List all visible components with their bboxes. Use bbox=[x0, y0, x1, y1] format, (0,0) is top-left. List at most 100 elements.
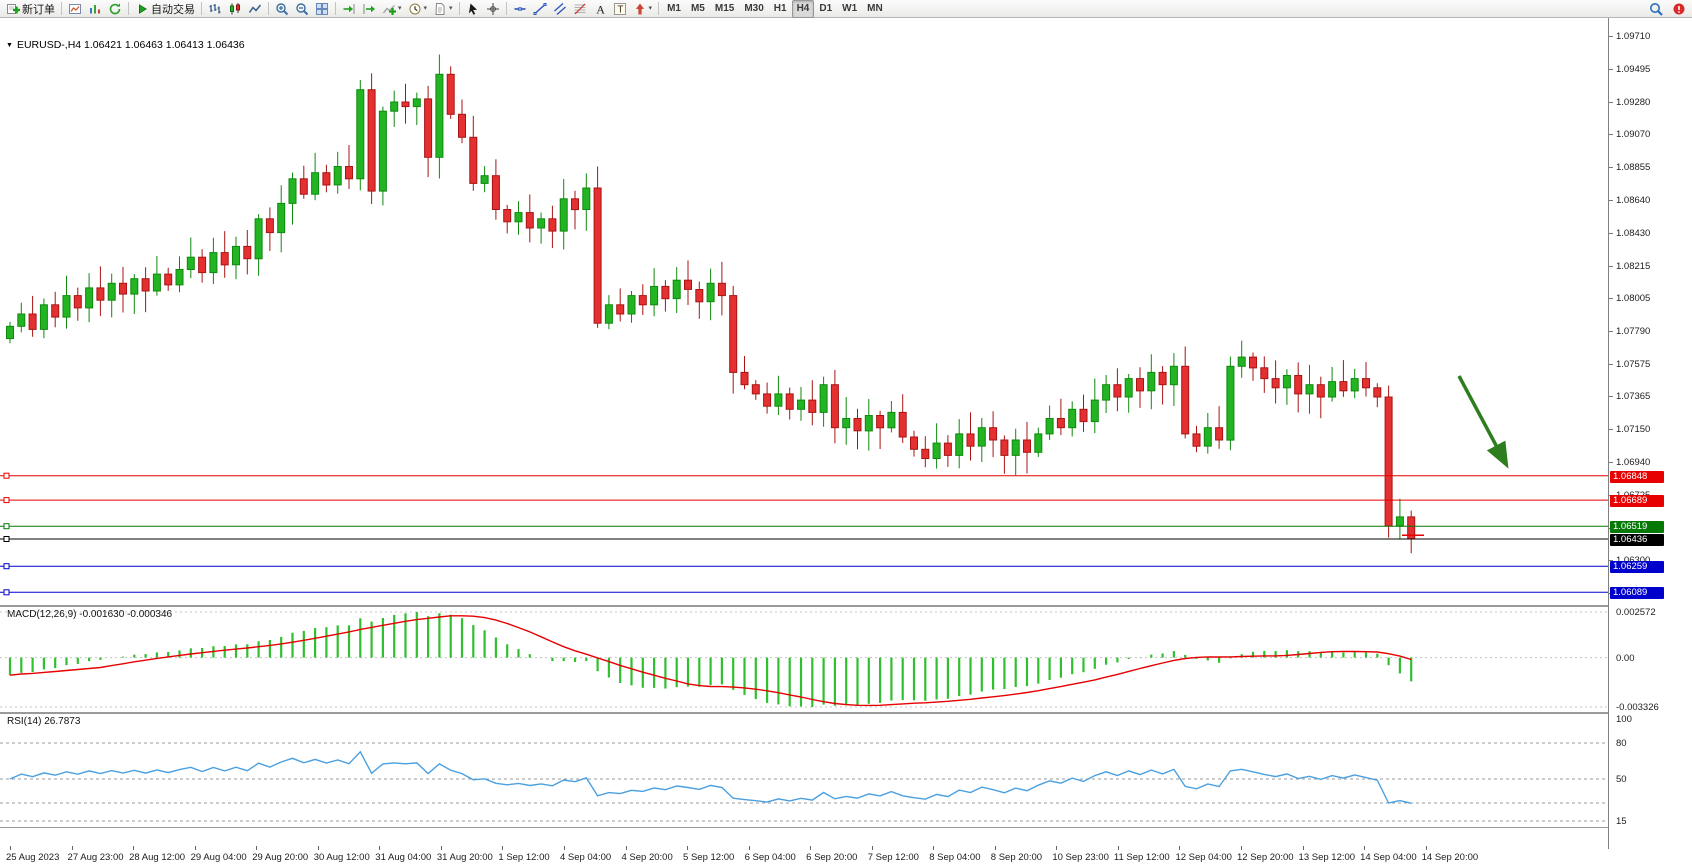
macd-grid bbox=[0, 611, 1608, 708]
trendline-button[interactable] bbox=[530, 0, 550, 18]
timeframe-m30[interactable]: M30 bbox=[744, 3, 764, 14]
time-axis-tick bbox=[1117, 846, 1119, 850]
fibonacci-icon bbox=[574, 3, 586, 14]
current-price-line[interactable] bbox=[0, 536, 1608, 542]
text-a-icon: A bbox=[596, 2, 605, 16]
timeframe-h4[interactable]: H4 bbox=[791, 0, 815, 18]
period-icon bbox=[409, 3, 421, 14]
caret-down-icon: ▾ bbox=[449, 4, 453, 12]
time-axis[interactable]: 25 Aug 2023 27 Aug 23:00 28 Aug 12:00 29 Au… bbox=[0, 846, 1608, 867]
templates-button[interactable]: ▾ bbox=[430, 0, 456, 18]
timeframe-mn[interactable]: MN bbox=[867, 3, 883, 14]
timeframe-w1[interactable]: W1 bbox=[842, 3, 858, 14]
support-line[interactable] bbox=[0, 563, 1608, 570]
text-button[interactable]: A bbox=[590, 0, 610, 18]
refresh-button[interactable] bbox=[105, 0, 125, 18]
time-axis-tick bbox=[71, 846, 73, 850]
chevron-down-icon[interactable]: ▼ bbox=[6, 41, 13, 49]
price-axis-tick bbox=[1609, 101, 1613, 103]
time-axis-tick bbox=[502, 846, 504, 850]
timeframe-m5[interactable]: M5 bbox=[690, 3, 705, 14]
chart-shift-button[interactable] bbox=[359, 0, 379, 18]
macd-axis-label: 0.002572 bbox=[1616, 607, 1656, 618]
price-axis-tick bbox=[1609, 461, 1613, 463]
rsi-axis-label: 50 bbox=[1616, 774, 1627, 785]
zoom-in-button[interactable] bbox=[272, 0, 292, 18]
data-window-button[interactable] bbox=[85, 0, 105, 18]
pane-divider[interactable] bbox=[0, 605, 1692, 607]
price-axis-label: 1.07365 bbox=[1616, 391, 1651, 403]
support-line[interactable] bbox=[0, 589, 1608, 596]
svg-text:T: T bbox=[617, 4, 623, 15]
time-axis-label: 6 Sep 20:00 bbox=[806, 852, 858, 863]
time-axis-label: 31 Aug 04:00 bbox=[375, 852, 432, 863]
alert-button[interactable] bbox=[1669, 0, 1689, 18]
indicators-icon bbox=[383, 4, 396, 15]
price-axis-tick bbox=[1609, 200, 1613, 202]
toolbar-separator bbox=[268, 2, 269, 15]
chart-canvas[interactable] bbox=[0, 18, 1608, 867]
search-button[interactable] bbox=[1646, 0, 1666, 18]
macd-axis-label: 0.00 bbox=[1616, 652, 1635, 664]
candlestick-chart-button[interactable] bbox=[225, 0, 245, 18]
chart-shift-icon bbox=[363, 3, 375, 14]
pane-divider[interactable] bbox=[0, 712, 1692, 714]
zoom-out-button[interactable] bbox=[292, 0, 312, 18]
cursor-button[interactable] bbox=[463, 0, 483, 18]
resistance-line[interactable] bbox=[0, 472, 1608, 479]
candles-layer bbox=[6, 54, 1416, 554]
auto-trading-button-label: 自动交易 bbox=[151, 3, 195, 16]
time-axis-label: 1 Sep 12:00 bbox=[498, 852, 550, 863]
svg-text:A: A bbox=[596, 2, 605, 16]
support-line[interactable] bbox=[0, 523, 1608, 530]
crosshair-button[interactable] bbox=[483, 0, 503, 18]
tile-windows-button[interactable] bbox=[312, 0, 332, 18]
resistance-line[interactable] bbox=[0, 497, 1608, 504]
new-order-button-label: 新订单 bbox=[22, 3, 55, 16]
time-axis-tick bbox=[563, 846, 565, 850]
macd-axis-label: -0.003326 bbox=[1616, 702, 1659, 713]
timeframe-d1[interactable]: D1 bbox=[819, 3, 833, 14]
toolbar-separator bbox=[458, 2, 460, 15]
bar-chart-icon bbox=[209, 3, 221, 13]
caret-down-icon: ▾ bbox=[423, 4, 428, 12]
horizontal-line-button[interactable] bbox=[510, 0, 530, 18]
indicators-button[interactable]: ▾ bbox=[379, 0, 405, 18]
price-axis-tick bbox=[1609, 494, 1613, 496]
timeframe-m15[interactable]: M15 bbox=[714, 3, 735, 14]
time-axis-tick bbox=[256, 846, 258, 850]
bar-stats-icon bbox=[90, 4, 100, 13]
label-button[interactable]: T bbox=[610, 0, 630, 18]
fibonacci-button[interactable] bbox=[570, 0, 590, 18]
channel-icon bbox=[553, 2, 566, 15]
bar-chart-button[interactable] bbox=[205, 0, 225, 18]
price-axis-tick bbox=[1609, 134, 1613, 136]
play-icon bbox=[139, 3, 147, 14]
charts-button[interactable] bbox=[65, 0, 85, 18]
line-chart-button[interactable] bbox=[245, 0, 265, 18]
channel-button[interactable] bbox=[550, 0, 570, 18]
chart-area[interactable]: ▼ EURUSD-,H4 1.06421 1.06463 1.06413 1.0… bbox=[0, 18, 1692, 867]
price-axis-tick bbox=[1609, 232, 1613, 234]
caret-down-icon: ▾ bbox=[648, 4, 653, 12]
timeframe-h1[interactable]: H1 bbox=[773, 3, 787, 14]
auto-trading-button[interactable]: 自动交易 bbox=[132, 0, 198, 18]
new-order-button[interactable]: 新订单 bbox=[3, 0, 58, 18]
trend-arrow-annotation[interactable] bbox=[1457, 375, 1509, 469]
pane-divider bbox=[0, 827, 1692, 828]
candle-chart-icon bbox=[230, 2, 240, 14]
new-order-icon bbox=[7, 3, 20, 14]
time-axis-label: 12 Sep 20:00 bbox=[1237, 852, 1294, 863]
price-axis-tick bbox=[1609, 429, 1613, 431]
time-axis-label: 27 Aug 23:00 bbox=[67, 852, 124, 863]
time-axis-label: 7 Sep 12:00 bbox=[867, 852, 919, 863]
toolbar-separator bbox=[201, 2, 202, 15]
auto-scroll-button[interactable] bbox=[339, 0, 359, 18]
time-axis-tick bbox=[10, 846, 11, 850]
timeframe-m1[interactable]: M1 bbox=[667, 3, 681, 14]
periods-button[interactable]: ▾ bbox=[405, 0, 431, 18]
time-axis-tick bbox=[1241, 846, 1242, 850]
rsi-axis-label: 15 bbox=[1616, 816, 1627, 827]
price-axis[interactable]: 1.09710 1.09495 1.09280 1.09070 1.08855 1.086… bbox=[1608, 18, 1692, 849]
arrows-button[interactable]: ▾ bbox=[630, 0, 656, 18]
